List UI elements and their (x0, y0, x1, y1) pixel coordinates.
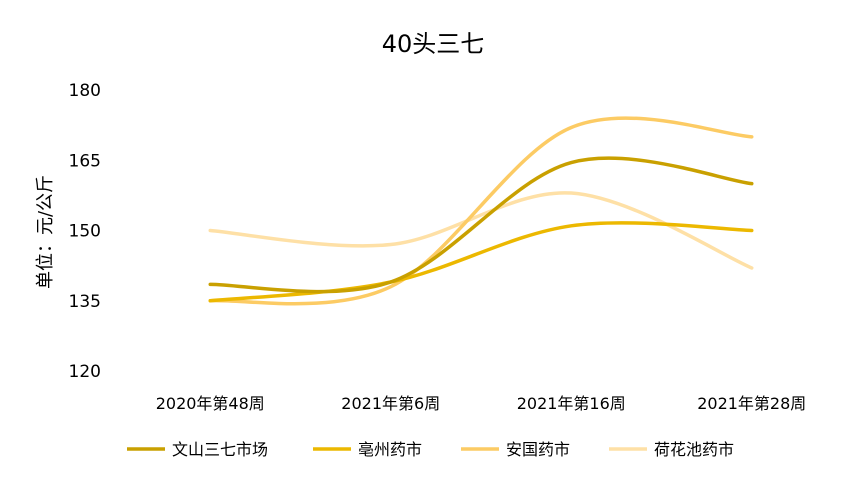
legend-label: 亳州药市 (358, 440, 422, 459)
series-line (208, 156, 754, 294)
y-tick-label: 165 (69, 151, 101, 171)
x-axis-ticks: 2020年第48周 2021年第6周 2021年第16周 2021年第28周 (156, 394, 807, 413)
series-line (208, 191, 754, 270)
legend-label: 安国药市 (506, 440, 570, 459)
legend: 文山三七市场 亳州药市 安国药市 荷花池药市 (127, 440, 734, 459)
y-axis-label: 单位：元/公斤 (35, 175, 56, 289)
y-tick-label: 135 (69, 292, 101, 312)
x-tick-label: 2021年第6周 (341, 394, 440, 413)
legend-label: 文山三七市场 (172, 440, 268, 459)
series-line (208, 116, 754, 306)
y-tick-label: 180 (69, 81, 101, 101)
y-axis-ticks: 120 135 150 165 180 (69, 81, 101, 382)
series-lines (208, 116, 754, 306)
y-tick-label: 120 (69, 362, 101, 382)
legend-label: 荷花池药市 (654, 440, 734, 459)
x-tick-label: 2021年第28周 (697, 394, 806, 413)
x-tick-label: 2020年第48周 (156, 394, 265, 413)
x-tick-label: 2021年第16周 (517, 394, 626, 413)
series-line (208, 221, 754, 303)
y-tick-label: 150 (69, 222, 101, 242)
chart-title: 40头三七 (382, 30, 485, 58)
